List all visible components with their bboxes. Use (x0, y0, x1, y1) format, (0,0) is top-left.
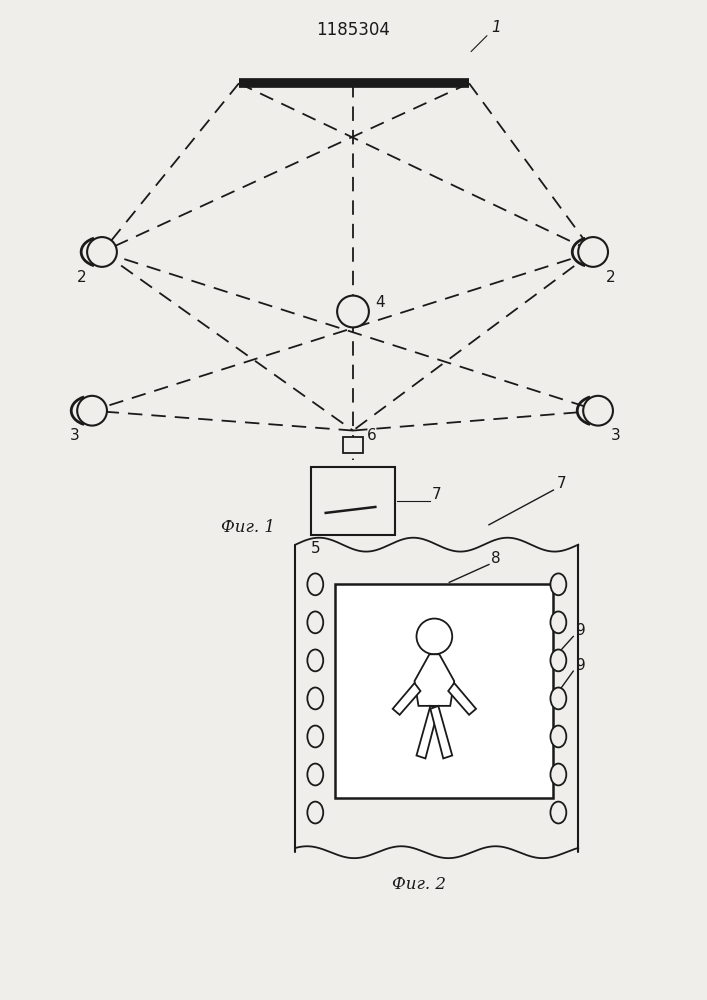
Polygon shape (431, 706, 452, 758)
Bar (343, 437, 363, 453)
Circle shape (337, 296, 369, 327)
Text: 8: 8 (491, 551, 501, 566)
Ellipse shape (308, 764, 323, 785)
Polygon shape (392, 683, 421, 715)
Circle shape (416, 619, 452, 654)
Ellipse shape (551, 726, 566, 747)
Text: 3: 3 (611, 428, 621, 443)
Ellipse shape (551, 649, 566, 671)
Circle shape (77, 396, 107, 426)
Text: 5: 5 (311, 541, 320, 556)
Ellipse shape (551, 802, 566, 823)
Polygon shape (448, 683, 476, 715)
Ellipse shape (551, 764, 566, 785)
Ellipse shape (551, 688, 566, 709)
Text: 3: 3 (69, 428, 79, 443)
Circle shape (583, 396, 613, 426)
Circle shape (87, 237, 117, 267)
Text: 2: 2 (606, 270, 616, 285)
Circle shape (578, 237, 608, 267)
Text: 4: 4 (375, 295, 385, 310)
Polygon shape (414, 654, 454, 706)
Ellipse shape (308, 573, 323, 595)
Text: 7: 7 (432, 487, 441, 502)
Text: 7: 7 (556, 476, 566, 491)
Bar (335, 584, 554, 798)
Bar (311, 467, 395, 535)
Ellipse shape (308, 726, 323, 747)
Text: 1: 1 (491, 20, 501, 35)
Text: Фиг. 2: Фиг. 2 (392, 876, 447, 893)
Text: 9: 9 (576, 658, 586, 673)
Ellipse shape (308, 611, 323, 633)
Text: Фиг. 1: Фиг. 1 (221, 519, 275, 536)
Text: 2: 2 (77, 270, 87, 285)
Ellipse shape (308, 649, 323, 671)
Text: 1185304: 1185304 (316, 21, 390, 39)
Polygon shape (416, 706, 438, 758)
Text: 6: 6 (367, 428, 377, 443)
Ellipse shape (551, 573, 566, 595)
Ellipse shape (551, 611, 566, 633)
Text: 9: 9 (576, 623, 586, 638)
Ellipse shape (308, 688, 323, 709)
Ellipse shape (308, 802, 323, 823)
